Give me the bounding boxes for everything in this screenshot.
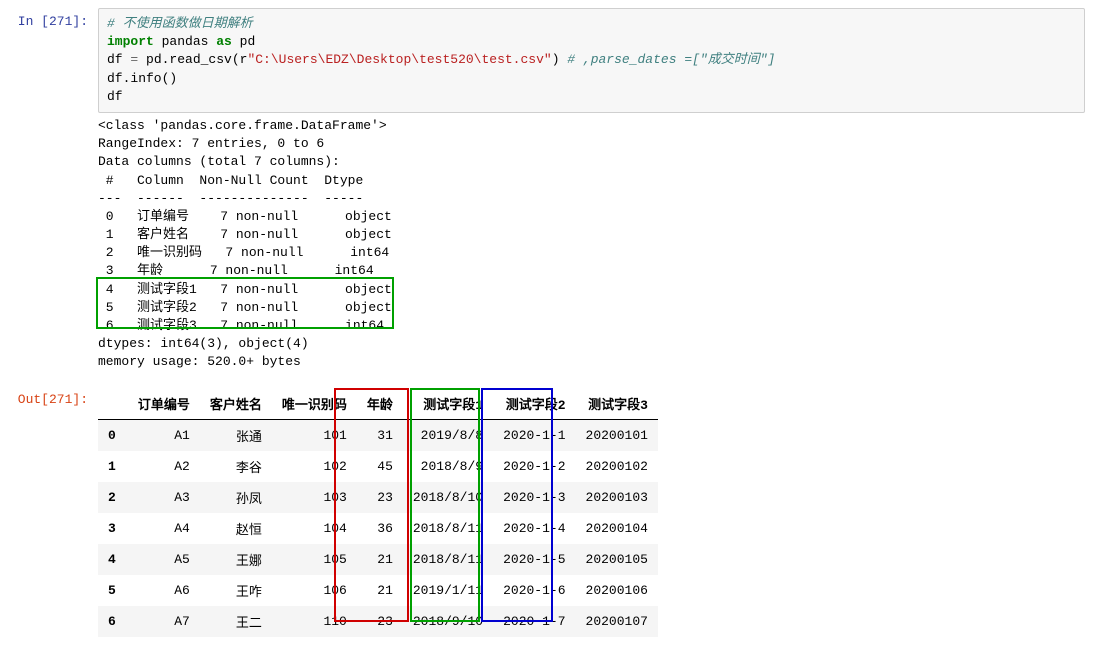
cell: 王二: [200, 606, 272, 637]
stdout-block: <class 'pandas.core.frame.DataFrame'> Ra…: [98, 113, 1085, 382]
row-index: 6: [98, 606, 128, 637]
code-readcsv: pd.read_csv(r: [138, 52, 247, 67]
cell: 102: [272, 451, 357, 482]
cell: 20200107: [576, 606, 658, 637]
cell: 36: [357, 513, 403, 544]
cell: 104: [272, 513, 357, 544]
cell: 20200103: [576, 482, 658, 513]
col-header-0: 订单编号: [128, 388, 200, 420]
cell: 2020-1-3: [493, 482, 575, 513]
cell: 20200102: [576, 451, 658, 482]
cell: 李谷: [200, 451, 272, 482]
table-row: 2A3孙凤103232018/8/102020-1-320200103: [98, 482, 658, 513]
cell: A5: [128, 544, 200, 575]
col-header-3: 年龄: [357, 388, 403, 420]
cell: 20200101: [576, 419, 658, 451]
code-pandas: pandas: [154, 34, 216, 49]
cell: A1: [128, 419, 200, 451]
cell: 31: [357, 419, 403, 451]
out-prompt: Out[271]:: [12, 386, 98, 637]
cell: 20200106: [576, 575, 658, 606]
cell: 21: [357, 575, 403, 606]
code-kw-as: as: [216, 34, 232, 49]
cell: 105: [272, 544, 357, 575]
col-header-4: 测试字段1: [403, 388, 493, 420]
cell: A6: [128, 575, 200, 606]
cell: 2019/8/8: [403, 419, 493, 451]
cell: 2018/8/11: [403, 544, 493, 575]
cell: 2018/8/11: [403, 513, 493, 544]
table-wrapper: 订单编号客户姓名唯一识别码年龄测试字段1测试字段2测试字段3 0A1张通1013…: [98, 388, 1085, 637]
col-header-2: 唯一识别码: [272, 388, 357, 420]
code-paren: ): [552, 52, 568, 67]
cell: 20200104: [576, 513, 658, 544]
cell: 2018/8/10: [403, 482, 493, 513]
table-row: 1A2李谷102452018/8/92020-1-220200102: [98, 451, 658, 482]
col-header-1: 客户姓名: [200, 388, 272, 420]
code-content: # 不使用函数做日期解析 import pandas as pd df = pd…: [98, 8, 1085, 382]
cell: 45: [357, 451, 403, 482]
input-cell: In [271]: # 不使用函数做日期解析 import pandas as …: [12, 8, 1085, 382]
cell: 23: [357, 606, 403, 637]
col-header-6: 测试字段3: [576, 388, 658, 420]
cell: 张通: [200, 419, 272, 451]
table-row: 0A1张通101312019/8/82020-1-120200101: [98, 419, 658, 451]
cell: 王娜: [200, 544, 272, 575]
code-comment-2: # ,parse_dates =["成交时间"]: [567, 52, 775, 67]
cell: 106: [272, 575, 357, 606]
code-block[interactable]: # 不使用函数做日期解析 import pandas as pd df = pd…: [98, 8, 1085, 113]
code-string-path: "C:\Users\EDZ\Desktop\test520\test.csv": [247, 52, 551, 67]
table-row: 6A7王二110232018/9/102020-1-720200107: [98, 606, 658, 637]
cell: 2019/1/11: [403, 575, 493, 606]
row-index: 0: [98, 419, 128, 451]
cell: 2018/9/10: [403, 606, 493, 637]
row-index: 2: [98, 482, 128, 513]
col-header-5: 测试字段2: [493, 388, 575, 420]
table-row: 4A5王娜105212018/8/112020-1-520200105: [98, 544, 658, 575]
dataframe-table: 订单编号客户姓名唯一识别码年龄测试字段1测试字段2测试字段3 0A1张通1013…: [98, 388, 658, 637]
cell: 21: [357, 544, 403, 575]
cell: A7: [128, 606, 200, 637]
output-content: 订单编号客户姓名唯一识别码年龄测试字段1测试字段2测试字段3 0A1张通1013…: [98, 386, 1085, 637]
cell: 110: [272, 606, 357, 637]
cell: 23: [357, 482, 403, 513]
cell: 孙凤: [200, 482, 272, 513]
index-header: [98, 388, 128, 420]
cell: 2020-1-1: [493, 419, 575, 451]
cell: 2020-1-5: [493, 544, 575, 575]
cell: A2: [128, 451, 200, 482]
code-df: df: [107, 52, 130, 67]
info-highlight-box: [96, 277, 394, 329]
row-index: 4: [98, 544, 128, 575]
cell: 2018/8/9: [403, 451, 493, 482]
cell: 王咋: [200, 575, 272, 606]
cell: A3: [128, 482, 200, 513]
code-comment-1: # 不使用函数做日期解析: [107, 16, 253, 31]
code-df2: df: [107, 89, 123, 104]
cell: A4: [128, 513, 200, 544]
cell: 103: [272, 482, 357, 513]
row-index: 1: [98, 451, 128, 482]
cell: 赵恒: [200, 513, 272, 544]
cell: 101: [272, 419, 357, 451]
in-prompt: In [271]:: [12, 8, 98, 382]
row-index: 5: [98, 575, 128, 606]
output-cell: Out[271]: 订单编号客户姓名唯一识别码年龄测试字段1测试字段2测试字段3…: [12, 386, 1085, 637]
cell: 2020-1-4: [493, 513, 575, 544]
table-row: 5A6王咋106212019/1/112020-1-620200106: [98, 575, 658, 606]
code-kw-import: import: [107, 34, 154, 49]
cell: 2020-1-2: [493, 451, 575, 482]
cell: 20200105: [576, 544, 658, 575]
cell: 2020-1-6: [493, 575, 575, 606]
table-row: 3A4赵恒104362018/8/112020-1-420200104: [98, 513, 658, 544]
code-pd: pd: [232, 34, 255, 49]
row-index: 3: [98, 513, 128, 544]
cell: 2020-1-7: [493, 606, 575, 637]
code-info: df.info(): [107, 71, 177, 86]
